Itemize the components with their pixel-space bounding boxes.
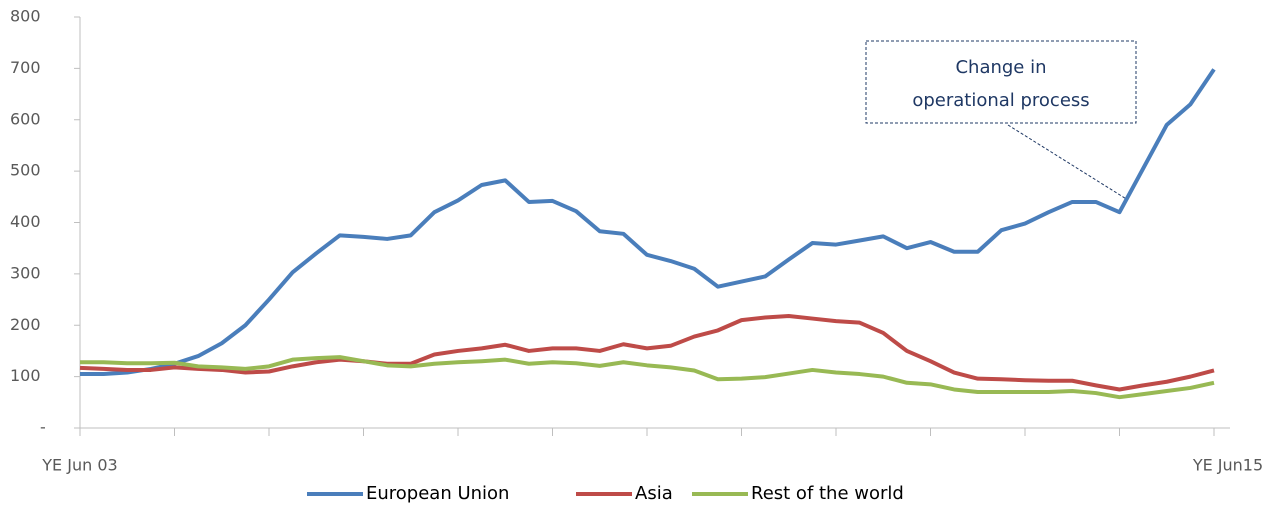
annotation: operational process xyxy=(912,90,1089,111)
series-line xyxy=(80,68,1216,377)
y-tick-label: 400 xyxy=(10,212,41,231)
x-tick-label: YE Jun 03 xyxy=(41,456,117,475)
series-line xyxy=(79,314,1215,392)
y-tick-label: 700 xyxy=(10,58,41,77)
y-tick-label: 800 xyxy=(10,7,41,26)
annotation-leader xyxy=(1007,124,1129,201)
annotation-box xyxy=(865,40,1137,124)
y-tick-label: 500 xyxy=(10,161,41,180)
legend-label: Asia xyxy=(635,483,673,504)
series-line xyxy=(80,355,1215,400)
legend-label: Rest of the world xyxy=(751,483,904,504)
y-tick-label: 300 xyxy=(10,263,41,282)
x-tick-label: YE Jun15 xyxy=(1192,456,1263,475)
legend-label: European Union xyxy=(366,483,509,504)
y-tick-label: 200 xyxy=(10,315,41,334)
annotation: Change in xyxy=(955,57,1046,78)
y-tick-label: - xyxy=(40,418,46,437)
y-tick-label: 600 xyxy=(10,109,41,128)
y-tick-label: 100 xyxy=(10,366,41,385)
